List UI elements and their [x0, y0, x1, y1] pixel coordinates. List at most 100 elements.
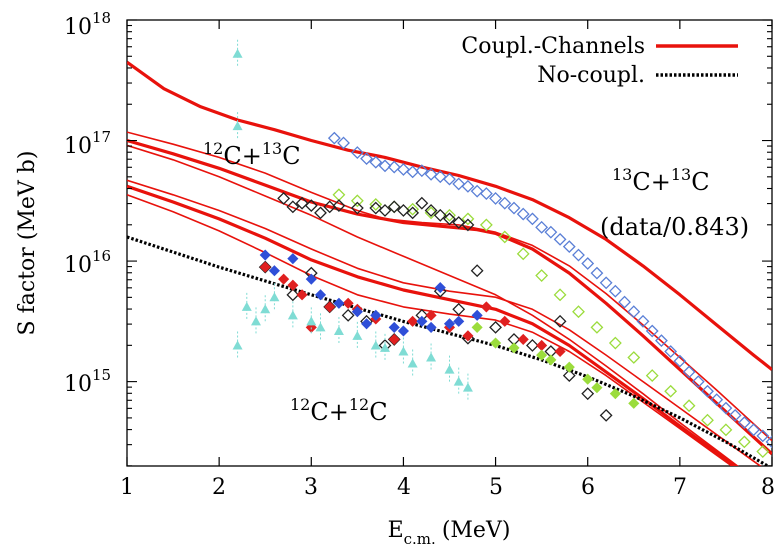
data-point-open — [327, 131, 341, 145]
data-point-triangle — [453, 376, 464, 386]
data-point-filled — [259, 261, 271, 273]
annotation-12c12c: 12C+12C — [290, 395, 388, 426]
data-point-triangle — [315, 322, 326, 332]
data-point-filled — [563, 361, 575, 373]
data-point-triangle — [232, 48, 243, 58]
data-point-open — [397, 204, 410, 217]
data-point-filled — [591, 382, 603, 394]
data-point-triangle — [444, 364, 455, 374]
x-axis-title: Ec.m. (MeV) — [388, 518, 511, 548]
y-axis-title: S factor (MeV b) — [15, 151, 40, 336]
coupled-channels-curve-1 — [127, 60, 772, 371]
data-point-open — [341, 308, 355, 322]
data-point-open — [756, 445, 770, 458]
data-point-filled — [314, 289, 327, 301]
data-point-open — [590, 266, 604, 280]
data-point-filled — [480, 301, 492, 313]
data-point-triangle — [232, 121, 243, 131]
data-point-open — [350, 194, 364, 208]
data-point-open — [572, 305, 585, 319]
data-point-filled — [536, 349, 548, 361]
x-tick-label-4: 4 — [397, 475, 411, 500]
data-point-open — [452, 177, 466, 191]
coupled-channels-curve-7 — [127, 194, 734, 466]
data-point-open — [286, 200, 300, 214]
data-point-filled — [545, 354, 557, 366]
data-point-open — [553, 288, 567, 302]
data-point-open — [608, 336, 622, 350]
data-point-open — [415, 164, 429, 178]
data-point-open — [618, 295, 631, 309]
data-point-open — [737, 435, 751, 449]
data-point-open — [489, 320, 502, 334]
data-point-open — [645, 324, 659, 338]
data-point-open — [461, 212, 475, 226]
data-point-open — [314, 206, 327, 220]
data-point-open — [526, 339, 539, 352]
data-point-open — [535, 220, 549, 234]
data-point-open — [691, 375, 705, 389]
data-point-open — [599, 408, 613, 422]
data-point-open — [516, 247, 530, 261]
data-point-open — [682, 365, 696, 379]
data-point-open — [337, 136, 350, 150]
data-point-open — [415, 196, 429, 210]
data-point-open — [470, 184, 484, 198]
data-point-open — [701, 413, 714, 427]
data-point-open — [608, 284, 622, 298]
data-point-triangle — [398, 346, 409, 356]
y-tick-label-16: 1016 — [64, 247, 111, 278]
data-point-filled — [278, 273, 290, 285]
data-point-open — [664, 384, 678, 398]
data-point-open — [461, 179, 475, 193]
data-point-filled — [609, 388, 621, 400]
x-tick-label-5: 5 — [489, 475, 503, 500]
data-point-open — [553, 314, 567, 328]
data-point-open — [424, 167, 438, 181]
data-point-open — [406, 165, 420, 179]
data-point-filled — [296, 289, 308, 301]
data-point-open — [590, 320, 604, 334]
data-point-triangle — [380, 342, 390, 352]
data-point-open — [304, 199, 318, 213]
data-point-open — [332, 188, 346, 202]
data-point-open — [507, 201, 521, 215]
data-point-open — [378, 204, 392, 217]
data-point-open — [443, 208, 456, 222]
data-point-open — [562, 369, 576, 383]
data-point-open — [360, 152, 373, 166]
x-tick-label-7: 7 — [673, 475, 687, 500]
data-point-open — [756, 429, 770, 443]
data-point-open — [747, 423, 760, 437]
data-point-filled — [462, 330, 474, 342]
model-curves — [127, 60, 772, 466]
legend-label-coupled: Coupl.-Channels — [461, 34, 645, 59]
data-point-open — [461, 218, 475, 232]
data-point-open — [673, 354, 687, 368]
data-point-triangle — [260, 304, 271, 314]
data-point-open — [765, 435, 772, 449]
data-point-filled — [554, 345, 566, 358]
x-tick-label-3: 3 — [304, 475, 318, 500]
data-point-filled — [517, 333, 529, 345]
data-point-filled — [333, 297, 345, 309]
data-point-open — [544, 225, 558, 239]
data-point-open — [369, 155, 383, 169]
data-point-open — [479, 218, 493, 232]
data-point-filled — [536, 339, 548, 352]
y-axis-labels: 1018 1017 1016 1015 — [64, 9, 111, 397]
data-point-open — [526, 212, 539, 226]
data-point-filled — [351, 306, 363, 318]
x-tick-label-8: 8 — [761, 475, 775, 500]
data-point-filled — [287, 253, 299, 265]
data-point-filled — [287, 279, 299, 291]
data-point-open — [655, 334, 668, 348]
data-point-filled — [388, 333, 400, 345]
data-point-open — [516, 207, 530, 221]
coupled-channels-curve-3 — [127, 138, 772, 456]
data-point-triangle — [352, 330, 363, 340]
data-point-triangle — [306, 316, 317, 326]
data-point-filled — [443, 318, 456, 330]
data-point-filled — [370, 309, 382, 321]
